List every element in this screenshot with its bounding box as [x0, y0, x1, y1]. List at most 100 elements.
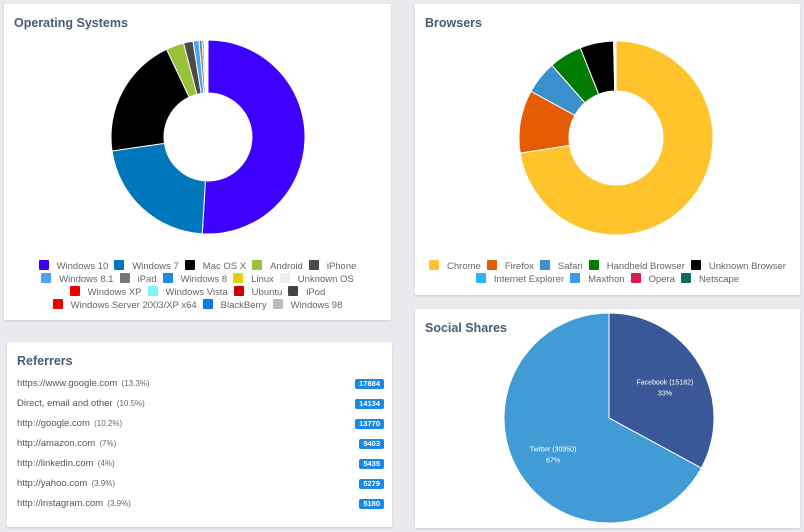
legend-swatch	[690, 260, 701, 270]
slice-windows-7[interactable]	[111, 142, 206, 235]
referrer-name: http://google.com	[17, 418, 90, 429]
legend-swatch	[308, 260, 319, 270]
legend-label: Safari	[557, 261, 583, 272]
legend-item-chrome[interactable]: Chrome	[429, 260, 481, 273]
legend-label: Windows 8.1	[59, 274, 114, 285]
legend-label: Firefox	[504, 261, 534, 272]
slice-label-twitter: Twitter (30950)	[530, 446, 577, 453]
legend-label: Windows Server 2003/XP x64	[70, 300, 197, 311]
legend-swatch	[630, 273, 641, 283]
os-legend: Windows 10 Windows 7 Mac OS X Android iPhone…	[4, 260, 391, 312]
slice-windows-10[interactable]	[201, 39, 306, 235]
social-shares-pie-chart: Facebook (15182) 33% Twitter (30950) 67%	[503, 312, 715, 524]
referrer-name: Direct, email and other	[17, 398, 113, 409]
referrer-item[interactable]: http://google.com (10.2%) 13770	[17, 417, 384, 437]
referrer-count-badge: 13770	[355, 419, 384, 429]
legend-swatch	[184, 260, 195, 270]
referrer-item[interactable]: https://www.google.com (13.3%) 17884	[17, 377, 384, 397]
card-title: Browsers	[425, 16, 482, 30]
legend-label: Unknown Browser	[708, 261, 786, 272]
legend-item-netscape[interactable]: Netscape	[680, 273, 739, 286]
browsers-card: Browsers Chrome Firefox Safari Handheld Bro…	[415, 4, 800, 295]
legend-item-maxthon[interactable]: Maxthon	[570, 273, 625, 286]
legend-swatch	[252, 260, 263, 270]
referrer-item[interactable]: http://instagram.com (3.9%) 5180	[17, 497, 384, 517]
legend-swatch	[38, 260, 49, 270]
legend-label: Handheld Browser	[606, 261, 685, 272]
legend-label: Opera	[648, 274, 675, 285]
legend-item-android[interactable]: Android	[252, 260, 303, 273]
legend-item-windows-xp[interactable]: Windows XP	[69, 286, 142, 299]
legend-item-windows-8-1[interactable]: Windows 8.1	[41, 273, 114, 286]
legend-label: Windows 8	[180, 274, 228, 285]
browsers-legend: Chrome Firefox Safari Handheld Browser Unkno…	[415, 260, 800, 286]
legend-row: Windows 8.1 iPad Windows 8 Linux Unknown OS	[4, 273, 391, 286]
referrer-name: http://amazon.com	[17, 438, 96, 449]
legend-swatch	[202, 299, 213, 309]
referrer-name: https://www.google.com	[17, 378, 118, 389]
legend-row: Windows Server 2003/XP x64 BlackBerry Wind…	[4, 299, 391, 312]
legend-item-handheld-browser[interactable]: Handheld Browser	[588, 260, 685, 273]
legend-item-safari[interactable]: Safari	[539, 260, 583, 273]
legend-swatch	[486, 260, 497, 270]
referrer-percent: (4%)	[95, 459, 115, 468]
legend-item-unknown-os[interactable]: Unknown OS	[279, 273, 354, 286]
legend-item-mac-os-x[interactable]: Mac OS X	[184, 260, 246, 273]
slice-twitter[interactable]	[503, 312, 702, 524]
legend-label: Windows 98	[290, 300, 343, 311]
legend-item-windows-vista[interactable]: Windows Vista	[147, 286, 228, 299]
legend-item-firefox[interactable]: Firefox	[486, 260, 534, 273]
legend-label: iPhone	[326, 261, 357, 272]
legend-item-windows-server-2003-xp-x64[interactable]: Windows Server 2003/XP x64	[52, 299, 197, 312]
legend-label: Unknown OS	[297, 274, 354, 285]
referrer-item[interactable]: http://linkedin.com (4%) 5435	[17, 457, 384, 477]
referrer-item[interactable]: http://yahoo.com (3.9%) 5279	[17, 477, 384, 497]
referrers-list: https://www.google.com (13.3%) 17884 Direc…	[17, 377, 384, 517]
legend-label: Android	[270, 261, 303, 272]
slice-percent-facebook: 33%	[658, 391, 672, 398]
legend-item-opera[interactable]: Opera	[630, 273, 675, 286]
legend-label: Windows XP	[87, 287, 142, 298]
legend-row: Windows XP Windows Vista Ubuntu iPod	[4, 286, 391, 299]
legend-item-blackberry[interactable]: BlackBerry	[202, 299, 267, 312]
referrer-item[interactable]: Direct, email and other (10.5%) 14134	[17, 397, 384, 417]
legend-swatch	[41, 273, 52, 283]
referrer-percent: (7%)	[97, 439, 117, 448]
referrer-count-badge: 14134	[355, 399, 384, 409]
legend-item-windows-7[interactable]: Windows 7	[114, 260, 179, 273]
slice-mac-os-x[interactable]	[110, 48, 190, 152]
legend-label: Windows Vista	[165, 287, 228, 298]
referrer-percent: (10.2%)	[91, 419, 123, 428]
legend-item-ipod[interactable]: iPod	[288, 286, 325, 299]
legend-item-windows-8[interactable]: Windows 8	[162, 273, 228, 286]
slice-facebook[interactable]	[608, 312, 715, 469]
legend-row: Internet Explorer Maxthon Opera Netscape	[415, 273, 800, 286]
legend-label: iPad	[137, 274, 157, 285]
legend-item-ubuntu[interactable]: Ubuntu	[233, 286, 283, 299]
legend-swatch	[539, 260, 550, 270]
legend-item-windows-10[interactable]: Windows 10	[38, 260, 108, 273]
referrer-count-badge: 5279	[359, 479, 384, 489]
legend-item-internet-explorer[interactable]: Internet Explorer	[475, 273, 564, 286]
referrer-name: http://linkedin.com	[17, 458, 94, 469]
slice-label-facebook: Facebook (15182)	[637, 380, 694, 387]
slice-percent-twitter: 67%	[546, 457, 560, 464]
operating-systems-card: Operating Systems Windows 10 Windows 7 Mac…	[4, 4, 391, 320]
legend-label: Ubuntu	[251, 287, 283, 298]
slice-chrome[interactable]	[519, 40, 714, 236]
legend-item-unknown-browser[interactable]: Unknown Browser	[690, 260, 786, 273]
legend-item-iphone[interactable]: iPhone	[308, 260, 357, 273]
referrer-name: http://instagram.com	[17, 498, 104, 509]
legend-item-ipad[interactable]: iPad	[119, 273, 157, 286]
legend-item-linux[interactable]: Linux	[233, 273, 274, 286]
referrer-item[interactable]: http://amazon.com (7%) 9403	[17, 437, 384, 457]
slice-netscape[interactable]	[614, 40, 617, 92]
legend-label: Maxthon	[588, 274, 625, 285]
legend-label: Linux	[251, 274, 274, 285]
legend-swatch	[588, 260, 599, 270]
legend-swatch	[233, 286, 244, 296]
legend-swatch	[288, 286, 299, 296]
legend-item-windows-98[interactable]: Windows 98	[272, 299, 343, 312]
legend-swatch	[114, 260, 125, 270]
legend-row: Chrome Firefox Safari Handheld Browser Unkno…	[415, 260, 800, 273]
